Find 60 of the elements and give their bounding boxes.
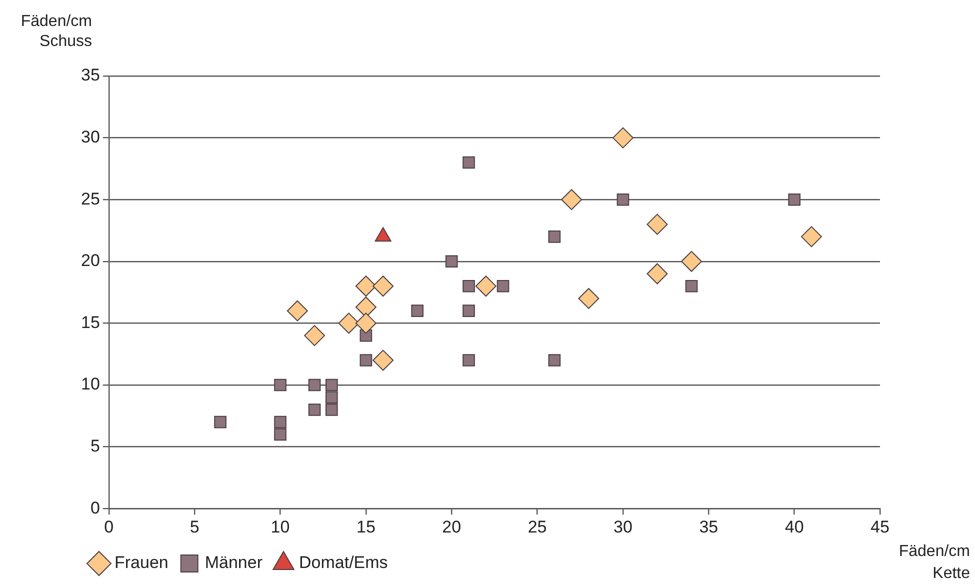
legend-label: Domat/Ems <box>299 553 388 572</box>
point <box>788 193 800 206</box>
point <box>355 312 376 334</box>
point <box>561 189 582 210</box>
legend-label: Frauen <box>114 553 168 572</box>
y-tick-label: 15 <box>80 312 100 332</box>
x-tick-label: 30 <box>614 517 632 536</box>
x-tick-label: 15 <box>356 517 376 536</box>
x-tick-label: 25 <box>528 517 547 536</box>
x-tick-label: 35 <box>699 517 718 536</box>
x-tick-label: 40 <box>784 517 804 536</box>
point <box>355 276 376 297</box>
x-tick-label: 20 <box>442 517 462 536</box>
point <box>308 378 321 392</box>
y-tick-label: 0 <box>90 498 100 518</box>
point <box>445 255 458 268</box>
point <box>411 304 424 317</box>
point <box>274 416 286 428</box>
point <box>462 304 475 317</box>
point <box>304 325 326 346</box>
point <box>578 288 600 309</box>
point <box>548 354 561 366</box>
point <box>274 428 286 441</box>
point <box>646 214 668 235</box>
point <box>326 378 338 392</box>
y-tick-label: 30 <box>80 127 100 146</box>
point <box>681 250 702 272</box>
x-tick-label: 45 <box>870 517 890 536</box>
point <box>496 280 510 292</box>
point <box>616 193 630 206</box>
point <box>646 263 668 284</box>
point <box>612 127 634 148</box>
point <box>338 312 360 334</box>
point <box>286 300 308 322</box>
point <box>308 404 321 416</box>
point <box>475 276 496 297</box>
point <box>548 230 561 243</box>
y-axis-title: Fäden/cm Schuss <box>20 13 92 50</box>
y-tick-label: 25 <box>80 189 100 208</box>
y-tick-label: 20 <box>80 251 100 270</box>
point <box>800 226 822 248</box>
y-tick-label: 5 <box>90 436 100 456</box>
x-tick-label: 0 <box>104 517 114 536</box>
point <box>462 354 475 366</box>
point <box>274 378 286 392</box>
x-axis-title: Fäden/cm Kette <box>898 543 970 582</box>
point <box>360 354 372 366</box>
x-tick-label: 5 <box>190 517 200 536</box>
point <box>326 404 338 416</box>
point <box>326 391 338 404</box>
point <box>685 280 698 292</box>
point <box>214 416 226 428</box>
x-tick-label: 10 <box>270 517 290 536</box>
y-tick-label: 35 <box>80 66 100 85</box>
point <box>372 276 394 297</box>
point <box>462 156 475 169</box>
point <box>372 350 394 371</box>
point <box>462 280 475 292</box>
legend-label: Männer <box>204 553 263 572</box>
y-tick-label: 10 <box>80 374 100 394</box>
